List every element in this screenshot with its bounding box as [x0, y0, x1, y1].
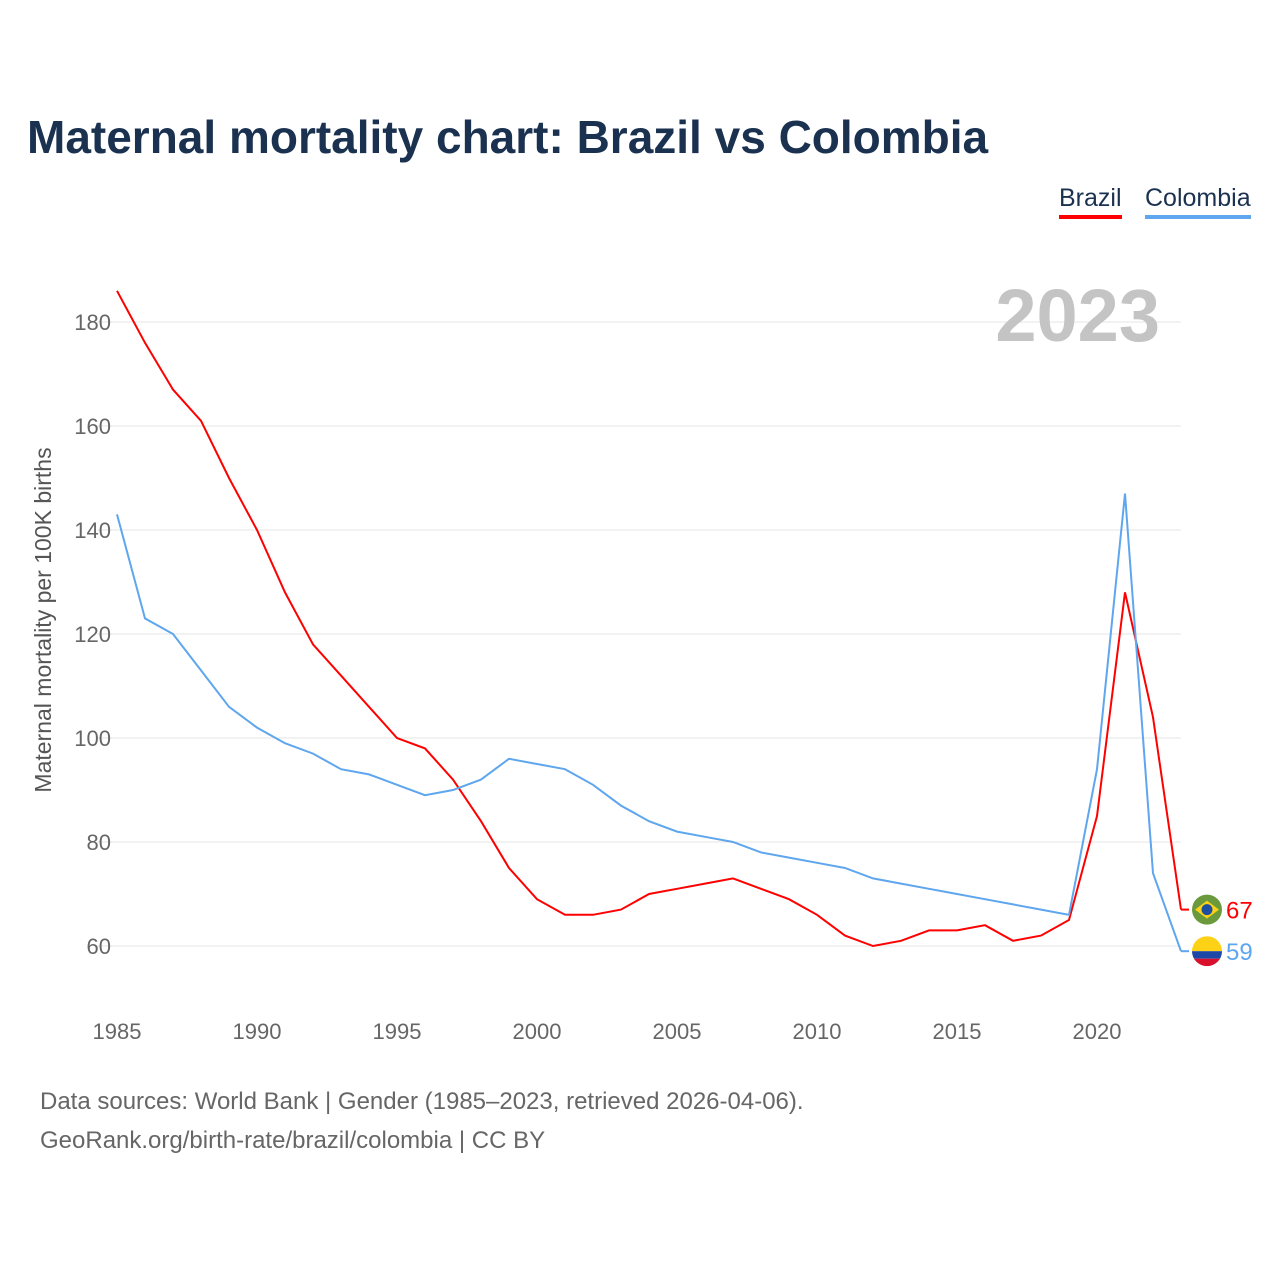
- x-tick-label: 1985: [93, 1019, 142, 1044]
- legend-colombia[interactable]: Colombia: [1145, 184, 1251, 219]
- y-tick-label: 80: [87, 830, 111, 855]
- end-value-label: 59: [1226, 939, 1253, 966]
- brazil-flag-icon: [1192, 894, 1222, 925]
- x-tick-label: 2020: [1073, 1019, 1122, 1044]
- colombia-flag-icon: [1192, 936, 1222, 967]
- x-tick-label: 2015: [933, 1019, 982, 1044]
- y-axis-label: Maternal mortality per 100K births: [30, 447, 56, 792]
- x-tick-label: 1995: [373, 1019, 422, 1044]
- y-tick-label: 180: [74, 310, 111, 335]
- x-tick-label: 2000: [513, 1019, 562, 1044]
- y-tick-label: 100: [74, 726, 111, 751]
- x-tick-label: 2005: [653, 1019, 702, 1044]
- year-label: 2023: [995, 274, 1160, 357]
- y-tick-label: 120: [74, 622, 111, 647]
- y-tick-label: 140: [74, 518, 111, 543]
- y-tick-label: 60: [87, 934, 111, 959]
- y-tick-label: 160: [74, 414, 111, 439]
- footer-sources: Data sources: World Bank | Gender (1985–…: [40, 1088, 804, 1115]
- footer-credit: GeoRank.org/birth-rate/brazil/colombia |…: [40, 1127, 546, 1154]
- chart-title: Maternal mortality chart: Brazil vs Colo…: [27, 111, 989, 163]
- x-tick-label: 2010: [793, 1019, 842, 1044]
- x-tick-label: 1990: [233, 1019, 282, 1044]
- series-line-brazil: [116, 290, 1182, 948]
- series-line-colombia: [116, 493, 1182, 952]
- legend-brazil[interactable]: Brazil: [1059, 184, 1122, 219]
- end-value-label: 67: [1226, 898, 1253, 925]
